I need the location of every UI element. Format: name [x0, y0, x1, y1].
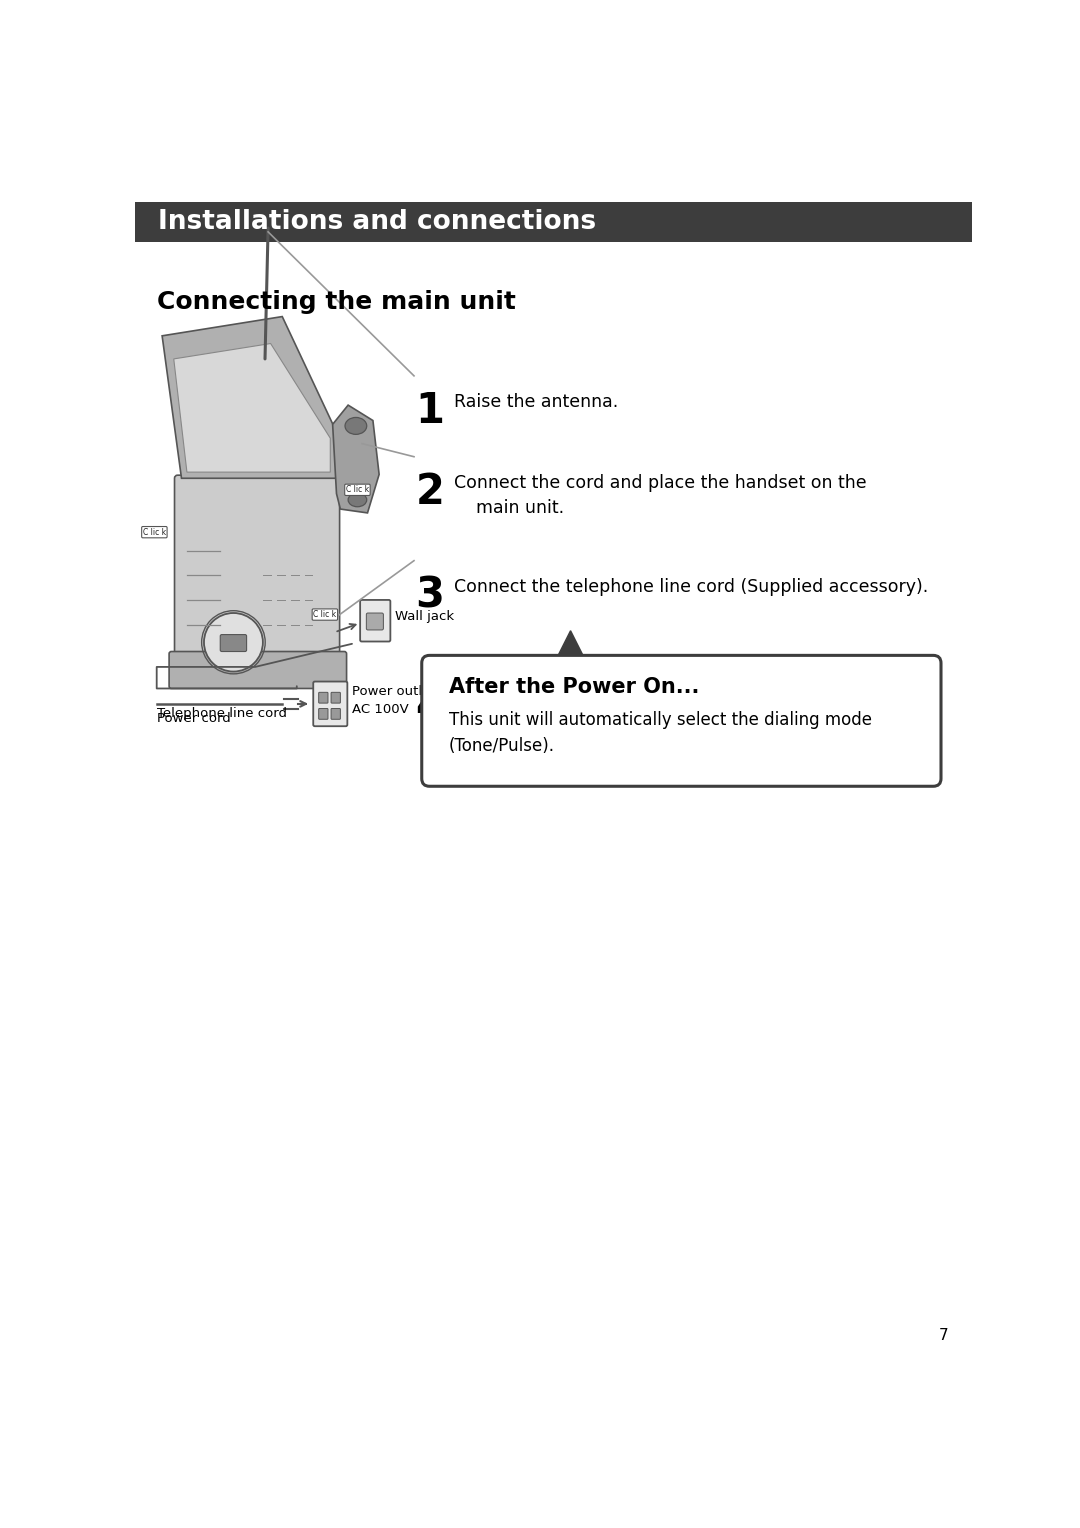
Ellipse shape — [348, 494, 367, 507]
Text: Connecting the main unit: Connecting the main unit — [157, 290, 515, 313]
Text: Connect the cord and place the handset on the
    main unit.: Connect the cord and place the handset o… — [455, 474, 867, 518]
Text: 4: 4 — [416, 686, 445, 729]
FancyBboxPatch shape — [313, 681, 348, 726]
Text: 1: 1 — [416, 390, 445, 432]
FancyBboxPatch shape — [332, 709, 340, 720]
FancyBboxPatch shape — [422, 656, 941, 787]
FancyBboxPatch shape — [175, 475, 339, 662]
FancyBboxPatch shape — [319, 709, 328, 720]
Text: Telephone line cord: Telephone line cord — [157, 707, 286, 720]
FancyBboxPatch shape — [360, 601, 390, 642]
Text: C lic k: C lic k — [143, 527, 166, 536]
Polygon shape — [162, 316, 337, 478]
Text: Connect the telephone line cord (Supplied accessory).: Connect the telephone line cord (Supplie… — [455, 578, 929, 596]
Text: Installations and connections: Installations and connections — [159, 209, 596, 235]
Text: Power outlet
AC 100V: Power outlet AC 100V — [352, 685, 435, 715]
Text: C lic k: C lic k — [313, 610, 337, 619]
Polygon shape — [333, 405, 379, 513]
Ellipse shape — [345, 417, 367, 434]
Text: Power cord: Power cord — [157, 712, 230, 724]
Text: C lic k: C lic k — [346, 486, 369, 495]
Text: This unit will automatically select the dialing mode
(Tone/Pulse).: This unit will automatically select the … — [449, 711, 872, 755]
FancyBboxPatch shape — [319, 692, 328, 703]
Polygon shape — [174, 344, 330, 472]
FancyBboxPatch shape — [170, 651, 347, 689]
Text: 7: 7 — [940, 1328, 948, 1343]
Text: 3: 3 — [416, 575, 445, 616]
FancyBboxPatch shape — [366, 613, 383, 630]
Text: Connect the power cord.: Connect the power cord. — [455, 689, 670, 707]
Bar — [135, 202, 972, 241]
Text: Raise the antenna.: Raise the antenna. — [455, 393, 619, 411]
Text: After the Power On...: After the Power On... — [449, 677, 699, 697]
Circle shape — [204, 613, 262, 671]
Text: Wall jack: Wall jack — [395, 610, 454, 623]
FancyBboxPatch shape — [220, 634, 246, 651]
Text: 2: 2 — [416, 471, 445, 512]
FancyBboxPatch shape — [332, 692, 340, 703]
Polygon shape — [555, 631, 586, 662]
